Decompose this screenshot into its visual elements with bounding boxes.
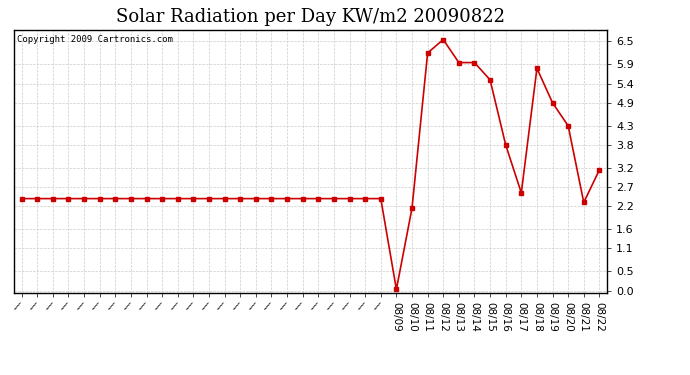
Text: Copyright 2009 Cartronics.com: Copyright 2009 Cartronics.com [17,35,172,44]
Title: Solar Radiation per Day KW/m2 20090822: Solar Radiation per Day KW/m2 20090822 [116,8,505,26]
